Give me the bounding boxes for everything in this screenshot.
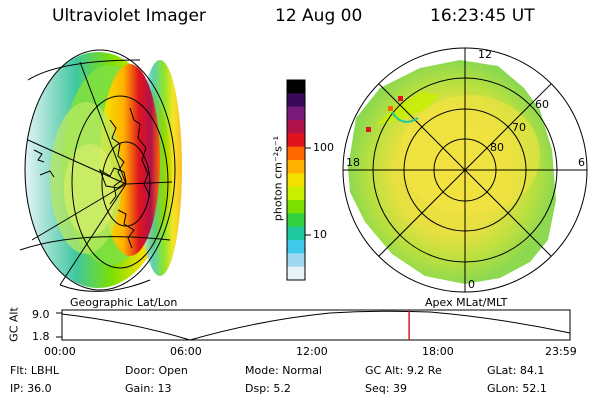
altitude-timeline [56,309,571,341]
timeline-xtick-1800: 18:00 [422,345,454,358]
mlt-label-12: 12 [478,48,492,61]
timeline-xtick-1200: 12:00 [296,345,328,358]
timeline-xtick-2359: 23:59 [545,345,577,358]
colorbar-swatch [287,240,305,254]
colorbar-swatch [287,253,305,268]
colorbar-swatch [287,200,305,214]
left-graticule [19,49,176,292]
timeline-xtick-0000: 00:00 [44,345,76,358]
timeline-ytick-top: 9.0 [32,308,50,321]
colorbar-swatch [287,173,305,188]
colorbar-swatch [287,106,305,121]
status-filter: Flt: LBHL [10,364,59,377]
colorbar-swatch [287,226,305,241]
colorbar-swatch [287,120,305,134]
colorbar-tick-100: 100 [313,141,334,154]
status-ip: IP: 36.0 [10,382,52,395]
timeline-xtick-0600: 06:00 [170,345,202,358]
image-time: 16:23:45 UT [430,6,535,26]
status-glon: GLon: 52.1 [487,382,547,395]
status-mode: Mode: Normal [245,364,322,377]
colorbar-swatch [287,93,305,108]
left-panel-caption: Geographic Lat/Lon [70,296,178,309]
status-dsp: Dsp: 5.2 [245,382,291,395]
mlat-label-80: 80 [490,141,504,154]
colorbar-swatch [287,133,305,148]
timeline-ytick-bottom: 1.8 [32,330,50,343]
mlt-label-18: 18 [346,156,360,169]
status-gc-alt: GC Alt: 9.2 Re [365,364,442,377]
left-coastlines [33,107,151,249]
colorbar-swatch [287,213,305,228]
mlat-mlt-dial [342,47,588,293]
mlat-label-70: 70 [512,121,526,134]
geographic-globe [19,49,182,292]
colorbar-swatch [287,80,305,94]
colorbar [286,79,311,281]
mlt-label-6: 6 [578,156,585,169]
status-seq: Seq: 39 [365,382,407,395]
mlat-label-60: 60 [535,98,549,111]
colorbar-tick-10: 10 [313,228,327,241]
colorbar-swatch [287,160,305,174]
app-title: Ultraviolet Imager [52,6,206,26]
colorbar-swatch [287,186,305,201]
status-glat: GLat: 84.1 [487,364,545,377]
image-date: 12 Aug 00 [275,6,363,26]
colorbar-swatch [287,266,305,281]
colorbar-swatch [287,146,305,161]
timeline-ylabel: GC Alt [7,307,21,342]
right-panel-caption: Apex MLat/MLT [425,296,508,309]
altitude-curve [61,310,571,341]
mlt-label-0: 0 [468,278,475,291]
status-door: Door: Open [125,364,188,377]
colorbar-unit-label: photon cm⁻²s⁻¹ [271,135,285,222]
status-gain: Gain: 13 [125,382,172,395]
